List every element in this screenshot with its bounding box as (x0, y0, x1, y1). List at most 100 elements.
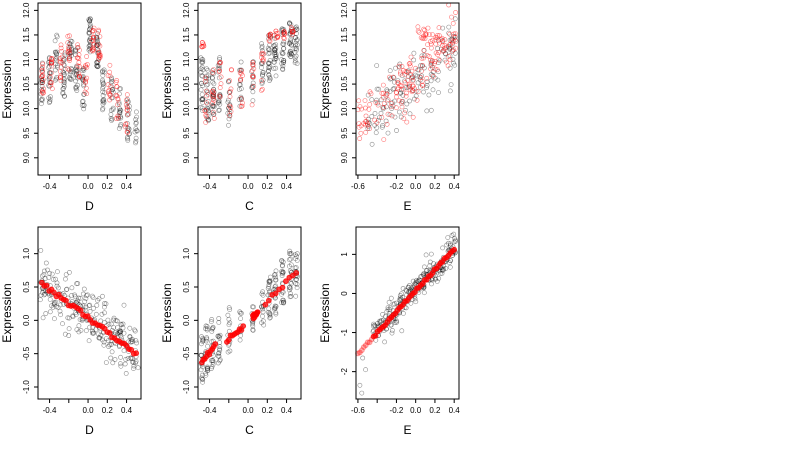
black-point (272, 50, 278, 56)
black-point (210, 357, 215, 363)
red-point (201, 43, 207, 49)
black-point (419, 273, 425, 279)
black-point (204, 364, 210, 370)
black-point (104, 336, 109, 341)
black-point (198, 341, 204, 347)
black-point (85, 292, 90, 298)
black-point (73, 78, 78, 84)
black-point (198, 55, 204, 61)
black-point (279, 291, 284, 297)
black-point (210, 325, 216, 331)
y-tick-label: 11.0 (22, 51, 31, 67)
black-point (279, 271, 285, 277)
red-point (442, 43, 448, 48)
black-point (53, 276, 58, 282)
red-point (211, 94, 217, 100)
y-tick-label: 12.0 (340, 2, 349, 18)
y-tick-label: 10.5 (182, 76, 191, 92)
black-point (380, 123, 386, 128)
black-point (95, 297, 100, 303)
black-point (287, 48, 293, 54)
black-point (205, 99, 211, 104)
black-point (287, 41, 293, 47)
black-point (287, 40, 293, 45)
y-tick-label: -2 (340, 368, 349, 376)
black-point (293, 277, 299, 282)
red-point (66, 46, 72, 52)
black-point (86, 43, 92, 49)
black-point (226, 305, 232, 311)
black-point (430, 73, 435, 78)
black-point (281, 58, 287, 63)
black-point (294, 257, 300, 263)
fit-line-point (51, 289, 57, 296)
black-point (265, 309, 271, 315)
black-point (105, 338, 111, 343)
red-point (76, 60, 82, 65)
red-point (239, 103, 245, 109)
black-point (100, 293, 105, 299)
red-point (83, 80, 88, 85)
red-point (41, 77, 46, 82)
black-point (110, 87, 115, 93)
black-point (412, 72, 418, 78)
red-point (228, 105, 234, 110)
red-point (202, 108, 208, 113)
black-point (407, 287, 413, 293)
black-point (108, 355, 114, 361)
black-point (238, 332, 243, 338)
red-point (390, 74, 396, 80)
black-point (410, 278, 416, 284)
black-point (271, 306, 277, 312)
black-point (403, 287, 409, 293)
black-point (73, 312, 79, 318)
black-point (292, 252, 298, 258)
black-point (392, 320, 398, 325)
black-point (95, 64, 100, 70)
black-point (75, 68, 80, 73)
y-axis-label: Expression (160, 59, 174, 118)
black-point (198, 367, 204, 373)
black-point (293, 43, 299, 49)
red-point (393, 89, 399, 95)
black-point (62, 331, 68, 337)
red-point (421, 35, 426, 41)
black-point (217, 92, 223, 98)
black-point (133, 126, 139, 132)
black-point (117, 328, 123, 333)
red-point (367, 89, 373, 95)
black-point (293, 293, 299, 299)
red-point (407, 60, 413, 66)
red-point (399, 99, 405, 104)
red-point (273, 31, 279, 36)
red-point (388, 104, 394, 110)
black-point (200, 59, 206, 65)
red-point (410, 114, 416, 120)
black-point (451, 33, 456, 39)
x-tick-label: 0.0 (82, 406, 94, 415)
black-point (238, 94, 244, 100)
black-point (102, 310, 107, 316)
black-point (46, 275, 52, 280)
black-point (437, 270, 443, 276)
red-point (267, 31, 273, 37)
black-point (198, 70, 204, 75)
black-point (60, 90, 66, 95)
black-point (132, 327, 137, 333)
black-point (50, 304, 56, 310)
x-tick-label: -0.6 (351, 406, 365, 415)
black-point (393, 300, 399, 306)
red-point (115, 97, 121, 102)
black-point (384, 98, 390, 104)
red-point (428, 39, 434, 44)
black-point (130, 337, 135, 342)
black-point (273, 277, 279, 283)
black-point (199, 60, 205, 66)
black-point (267, 50, 273, 56)
black-point (279, 258, 285, 264)
black-point (281, 58, 287, 63)
black-point (407, 111, 413, 117)
red-point (40, 68, 45, 73)
x-tick-label: 0.2 (429, 406, 441, 415)
black-point (446, 24, 452, 30)
